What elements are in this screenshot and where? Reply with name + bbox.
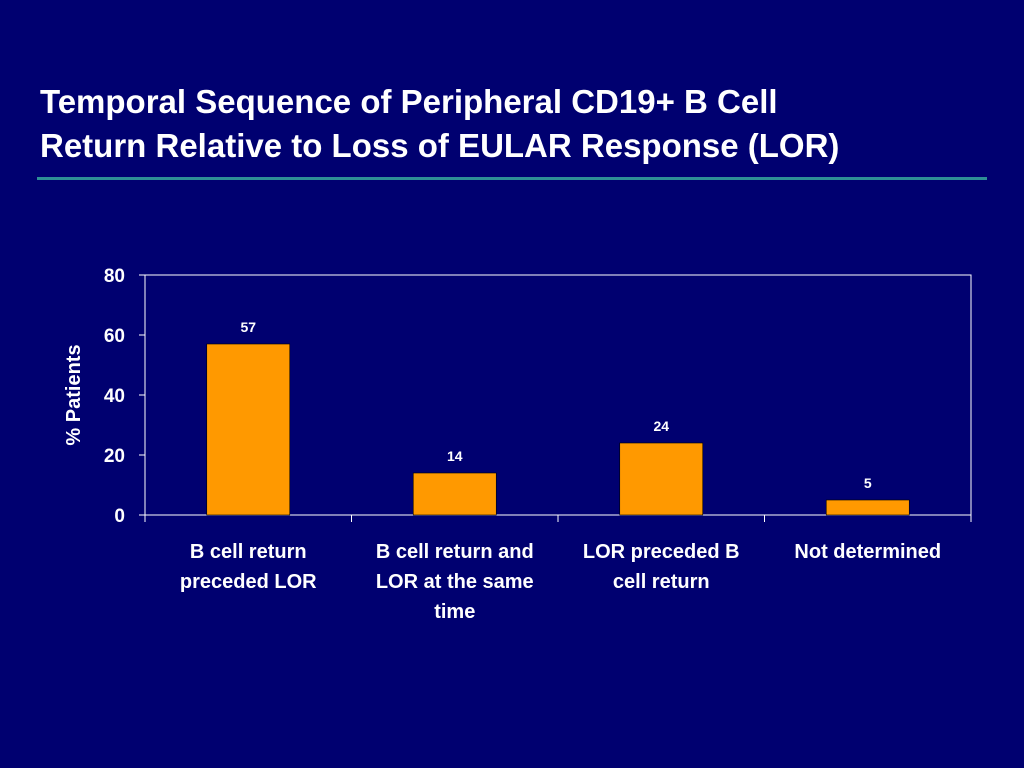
data-label: 24	[653, 418, 669, 434]
data-label: 14	[447, 448, 463, 464]
y-axis-label: % Patients	[63, 344, 85, 445]
x-category-label: time	[434, 601, 475, 623]
y-tick-label: 0	[114, 506, 125, 527]
data-label: 57	[240, 319, 256, 335]
y-tick-label: 60	[104, 326, 125, 347]
slide-title-line-2: Return Relative to Loss of EULAR Respons…	[40, 127, 840, 164]
x-category-label: cell return	[613, 571, 710, 593]
x-category-label: B cell return and	[376, 541, 534, 563]
bar	[412, 472, 497, 516]
y-tick-label: 20	[104, 446, 125, 467]
bar	[825, 499, 910, 516]
bar	[619, 442, 704, 516]
slide-title-line-1: Temporal Sequence of Peripheral CD19+ B …	[40, 83, 778, 120]
x-category-label: Not determined	[794, 541, 941, 563]
title-divider	[37, 177, 987, 180]
y-tick-label: 40	[104, 386, 125, 407]
bar	[206, 343, 291, 516]
x-category-label: LOR preceded B	[583, 541, 740, 563]
x-category-label: B cell return	[190, 541, 307, 563]
x-category-label: LOR at the same	[376, 571, 534, 593]
data-label: 5	[864, 475, 872, 491]
x-category-label: preceded LOR	[180, 571, 317, 593]
y-tick-label: 80	[104, 266, 125, 287]
slide-title: Temporal Sequence of Peripheral CD19+ B …	[40, 80, 980, 168]
